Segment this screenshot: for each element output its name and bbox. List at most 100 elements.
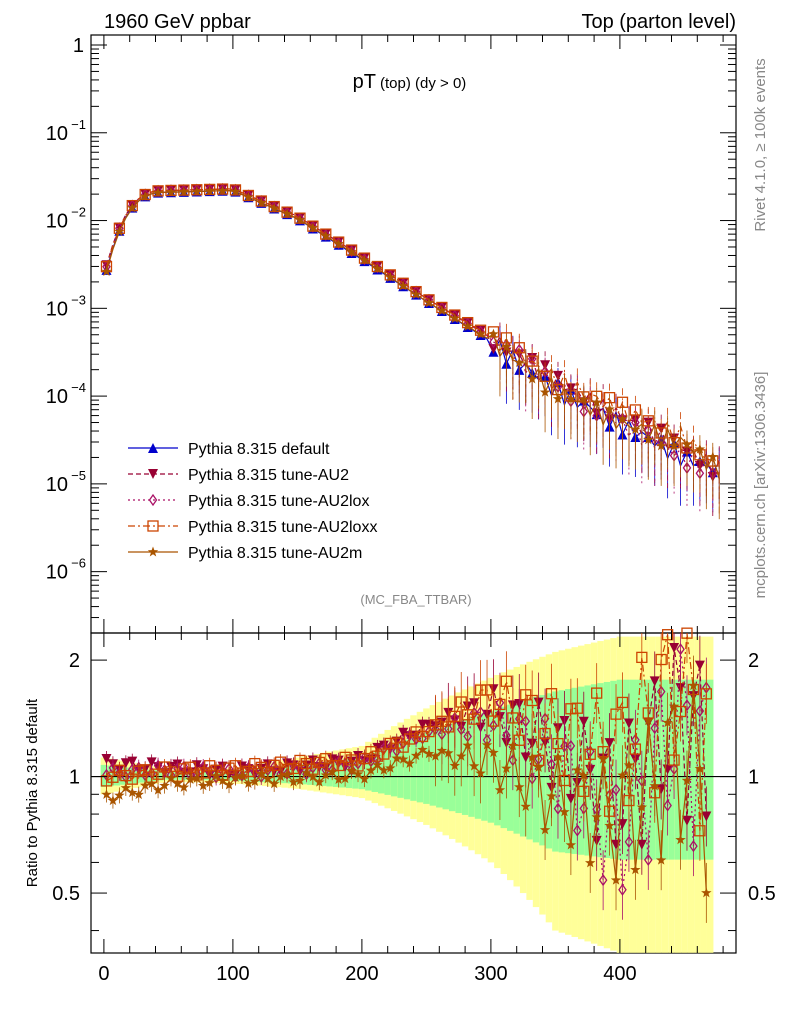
- legend-marker: [147, 546, 159, 557]
- main-data-point: [217, 185, 228, 196]
- ratio-band-green: [487, 710, 495, 823]
- main-data-point: [359, 254, 370, 265]
- ratio-band-green: [423, 732, 430, 804]
- ratio-band-green: [616, 679, 624, 860]
- main-y-tick-exponent: −4: [71, 380, 86, 395]
- ratio-band-green: [197, 771, 204, 781]
- main-data-point: [294, 214, 306, 225]
- main-y-tick-label: 10: [46, 474, 68, 496]
- main-y-tick-label: 10: [46, 298, 68, 320]
- legend-entry: Pythia 8.315 tune-AU2lox: [128, 493, 369, 510]
- ratio-y-tick-label: 2: [69, 650, 80, 672]
- ratio-band-green: [481, 712, 488, 821]
- main-data-point: [360, 252, 369, 266]
- main-series-layer: [100, 182, 720, 520]
- ratio-band-green: [474, 714, 482, 819]
- legend-marker: [148, 469, 158, 479]
- ratio-y-tick-label: 1: [69, 767, 80, 789]
- main-data-point: [333, 236, 345, 248]
- main-y-tick-label: 10: [46, 123, 68, 145]
- ratio-band-green: [636, 679, 643, 860]
- ratio-band-green: [571, 687, 578, 854]
- header-right: Top (parton level): [581, 11, 736, 33]
- ratio-band-green: [268, 767, 275, 783]
- ratio-series-3: [101, 655, 712, 923]
- main-y-tick-label: 1: [73, 35, 84, 57]
- plot-subtitle: (top) (dy > 0): [380, 75, 466, 92]
- ratio-band-green: [203, 771, 211, 781]
- main-series-line: [105, 188, 720, 476]
- main-y-tick-exponent: −2: [71, 205, 86, 220]
- ratio-band-green: [249, 769, 256, 782]
- main-series-line: [105, 188, 720, 476]
- ratio-series-line: [106, 633, 707, 831]
- main-y-tick-exponent: −6: [71, 556, 86, 571]
- main-data-point: [436, 305, 448, 316]
- side-label-rivet: Rivet 4.1.0, ≥ 100k events: [752, 58, 769, 231]
- legend-entry: Pythia 8.315 default: [128, 441, 330, 458]
- ratio-x-tick-label: 100: [216, 963, 249, 985]
- main-data-point: [204, 183, 216, 196]
- ratio-band-green: [674, 679, 682, 860]
- main-data-point: [152, 185, 164, 197]
- main-data-point: [268, 202, 280, 213]
- main-y-tick-label: 10: [46, 386, 68, 408]
- ratio-band-green: [532, 696, 540, 843]
- legend-label: Pythia 8.315 tune-AU2m: [188, 545, 362, 562]
- ratio-band-green: [468, 716, 475, 817]
- main-data-point: [191, 185, 203, 196]
- ratio-band-green: [519, 700, 527, 837]
- main-series-4: [101, 185, 720, 520]
- main-data-point: [410, 289, 422, 299]
- legend-marker: [147, 520, 159, 532]
- main-y-tick-exponent: −3: [71, 292, 86, 307]
- ratio-x-tick-label: 300: [474, 963, 507, 985]
- ratio-y-tick-label-right: 2: [748, 650, 759, 672]
- main-y-tick-exponent: −1: [71, 117, 86, 132]
- analysis-label: (MC_FBA_TTBAR): [360, 592, 471, 607]
- ratio-band-green: [539, 695, 546, 846]
- ratio-band-green: [526, 698, 533, 840]
- legend-label: Pythia 8.315 default: [188, 441, 330, 458]
- ratio-y-label: Ratio to Pythia 8.315 default: [24, 698, 41, 887]
- main-data-point: [540, 365, 550, 378]
- ratio-band-green: [461, 719, 469, 815]
- ratio-band-green: [494, 708, 501, 826]
- main-data-point: [358, 252, 371, 264]
- main-x-ticks: [103, 35, 724, 633]
- ratio-band-green: [577, 686, 585, 855]
- ratio-band-green: [590, 684, 598, 857]
- main-data-point: [372, 263, 383, 274]
- main-y-tick-exponent: −5: [71, 468, 86, 483]
- ratio-band-green: [300, 764, 308, 785]
- legend-label: Pythia 8.315 tune-AU2loxx: [188, 519, 377, 536]
- main-plot-frame: [90, 34, 737, 634]
- main-data-point: [204, 185, 215, 196]
- side-label-mcplots: mcplots.cern.ch [arXiv:1306.3436]: [752, 372, 769, 599]
- ratio-band-green: [681, 679, 688, 860]
- main-series-line: [105, 188, 720, 479]
- main-data-point: [178, 186, 190, 197]
- main-data-point: [462, 320, 473, 331]
- main-data-point: [307, 222, 319, 233]
- main-data-point: [294, 212, 306, 224]
- main-data-point: [488, 328, 499, 339]
- ratio-y-tick-label-right: 1: [748, 767, 759, 789]
- main-data-point: [139, 190, 151, 201]
- ratio-y-tick-label-right: 0.5: [748, 883, 776, 905]
- main-data-point: [320, 230, 332, 241]
- main-data-point: [476, 325, 485, 338]
- ratio-band-green: [397, 742, 404, 798]
- ratio-band-green: [648, 679, 656, 860]
- main-data-point: [449, 313, 461, 324]
- main-data-point: [346, 246, 357, 257]
- legend-entry: Pythia 8.315 tune-AU2loxx: [128, 519, 377, 536]
- main-data-point: [307, 220, 319, 232]
- main-data-point: [101, 266, 112, 277]
- ratio-series-line: [106, 649, 707, 890]
- main-data-point: [152, 187, 164, 198]
- ratio-x-tick-label: 400: [603, 963, 636, 985]
- ratio-band-green: [687, 679, 695, 860]
- main-data-point: [333, 238, 344, 249]
